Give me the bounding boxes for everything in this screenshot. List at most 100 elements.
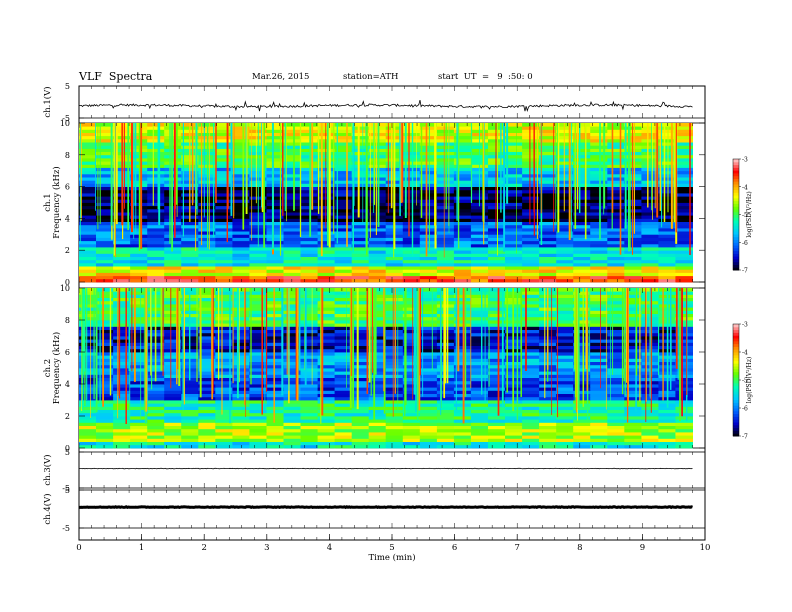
spectro-cell — [573, 180, 591, 184]
spectro-cell — [368, 142, 387, 146]
spectro-cell — [249, 393, 267, 398]
colorbar-cell — [733, 352, 739, 356]
spectro-cell — [96, 243, 114, 248]
spectro-cell — [607, 348, 625, 353]
spectro-cell — [470, 419, 489, 423]
spectro-cell — [368, 227, 387, 232]
spectro-cell — [402, 199, 421, 203]
spectro-cell — [402, 164, 421, 168]
spectro-cell — [522, 380, 540, 385]
spectro-cell — [539, 416, 557, 420]
spectro-cell — [539, 396, 557, 401]
spectro-cell — [419, 253, 438, 257]
spectro-cell — [266, 323, 285, 327]
spectro-cell — [79, 183, 97, 187]
spectro-cell — [505, 148, 523, 152]
spectro-cell — [573, 250, 591, 254]
spectro-cell — [590, 444, 608, 449]
spectro-cell — [147, 403, 165, 407]
spectro-cell — [402, 227, 421, 232]
spectro-cell — [283, 294, 302, 298]
spectro-cell — [539, 215, 557, 219]
spectro-cell — [624, 272, 642, 277]
spectro-cell — [590, 307, 608, 311]
spectro-cell — [436, 409, 455, 414]
spectro-cell — [147, 202, 165, 207]
spectro-cell — [351, 336, 370, 340]
spectro-cell — [96, 390, 114, 394]
spectro-cell — [675, 259, 693, 264]
spectro-cell — [249, 272, 267, 277]
spectro-cell — [96, 148, 114, 152]
spectro-cell — [130, 441, 148, 446]
spectro-cell — [351, 400, 370, 404]
spectro-cell — [283, 227, 302, 232]
spectro-cell — [249, 310, 267, 314]
spectro-cell — [266, 262, 285, 267]
spectro-cell — [624, 380, 642, 385]
spectro-cell — [419, 371, 438, 375]
spectro-cell — [590, 297, 608, 302]
spectro-cell — [232, 199, 250, 203]
spectro-cell — [79, 278, 97, 283]
colorbar-cell — [733, 206, 739, 210]
spectro-cell — [505, 180, 523, 184]
spectro-cell — [624, 342, 642, 346]
spectro-cell — [419, 158, 438, 162]
spectro-cell — [249, 387, 267, 391]
spectro-cell — [624, 393, 642, 398]
spectro-cell — [402, 364, 421, 369]
spectro-cell — [419, 205, 438, 210]
spectro-cell — [334, 291, 353, 295]
spectro-cell — [317, 297, 336, 302]
spectro-cell — [402, 313, 421, 318]
spectro-cell — [573, 355, 591, 359]
spectro-cell — [590, 186, 608, 191]
spectro-cell — [351, 202, 370, 207]
spectro-cell — [215, 253, 233, 257]
spectro-cell — [641, 278, 659, 283]
spectro-cell — [419, 400, 438, 404]
spectro-cell — [505, 275, 523, 280]
spectro-cell — [113, 278, 131, 283]
spectro-cell — [283, 342, 302, 346]
spectro-cell — [249, 358, 267, 362]
spectro-cell — [96, 227, 114, 232]
colorbar-cell — [733, 340, 739, 345]
spectro-cell — [317, 377, 336, 382]
spectro-cell — [658, 164, 676, 168]
spectro-cell — [505, 253, 523, 257]
spectro-cell — [641, 444, 659, 449]
spectro-cell — [215, 269, 233, 273]
spectro-cell — [249, 438, 267, 442]
spectro-cell — [590, 189, 608, 194]
spectro-cell — [419, 364, 438, 369]
spectro-cell — [522, 186, 540, 191]
spectro-cell — [283, 170, 302, 175]
spectro-cell — [556, 262, 574, 267]
spectro-cell — [147, 212, 165, 216]
spectro-cell — [590, 227, 608, 232]
spectro-cell — [266, 332, 285, 337]
spectro-cell — [522, 425, 540, 430]
spectro-cell — [96, 288, 114, 292]
spectro-cell — [607, 396, 625, 401]
spectro-cell — [317, 323, 336, 327]
spectro-cell — [79, 304, 97, 308]
spectro-cell — [470, 387, 489, 391]
spectro-cell — [522, 387, 540, 391]
spectro-cell — [181, 406, 199, 410]
spectro-cell — [215, 412, 233, 417]
spectro-cell — [607, 202, 625, 207]
spectro-cell — [385, 358, 404, 362]
spectro-cell — [385, 300, 404, 305]
spectro-cell — [624, 336, 642, 340]
spectro-cell — [79, 400, 97, 404]
spectro-cell — [624, 425, 642, 430]
spectro-cell — [522, 297, 540, 302]
spectro-cell — [164, 250, 182, 254]
spectro-cell — [79, 250, 97, 254]
spectro-cell — [505, 186, 523, 191]
spectro-cell — [351, 240, 370, 245]
spectro-cell — [419, 126, 438, 130]
